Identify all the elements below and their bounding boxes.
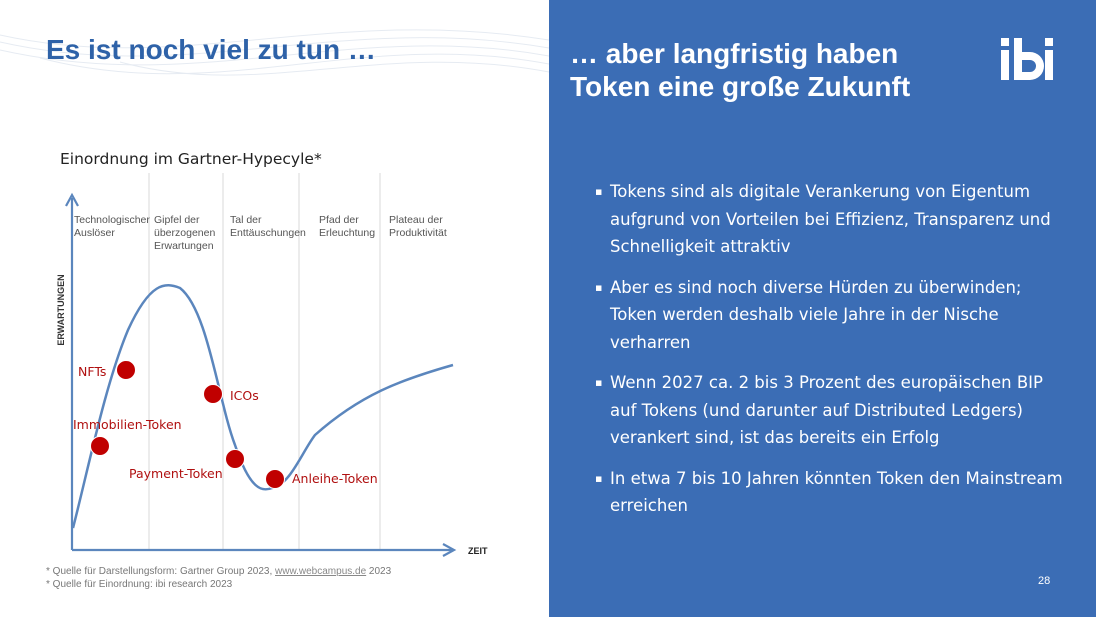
marker-label-anleihe-token: Anleihe-Token (292, 471, 378, 486)
bullet-marker: ▪ (595, 185, 603, 198)
marker-immobilien-token (90, 436, 110, 456)
right-title-line-2: Token eine große Zukunft (570, 71, 911, 102)
bullet-item: ▪ Aber es sind noch diverse Hürden zu übe… (595, 274, 1066, 357)
bullet-marker: ▪ (595, 471, 603, 485)
bullet-item: ▪ In etwa 7 bis 10 Jahren könnten Token d… (595, 465, 1066, 520)
page-number: 28 (1038, 575, 1051, 587)
phase-label: Gipfel der überzogenen Erwartungen (154, 214, 218, 252)
diagram-title: Einordnung im Gartner-Hypecyle* (60, 150, 322, 168)
marker-label-immobilien-token: Immobilien-Token (73, 417, 182, 432)
x-axis-arrow (442, 543, 457, 557)
marker-payment-token (225, 449, 245, 469)
source-line-1-suffix: 2023 (366, 566, 392, 577)
phase-label: Pfad der Erleuchtung (319, 214, 375, 239)
right-title-line-1: … aber langfristig haben (570, 38, 899, 69)
marker-icos (203, 384, 223, 404)
source-link[interactable]: www.webcampus.de (275, 566, 367, 577)
ibi-logo (1001, 38, 1053, 80)
bullet-text: In etwa 7 bis 10 Jahren könnten Token de… (610, 468, 1063, 516)
phase-label: Technologischer Auslöser (74, 214, 153, 239)
hype-cycle-diagram: ERWARTUNGEN ZEIT Technologischer Auslöse… (56, 173, 488, 557)
right-title: … aber langfristig haben Token eine groß… (570, 37, 910, 103)
source-line-2: * Quelle für Einordnung: ibi research 20… (46, 579, 233, 590)
bullet-item: ▪ Wenn 2027 ca. 2 bis 3 Prozent des europ… (595, 369, 1066, 452)
marker-anleihe-token (265, 469, 285, 489)
axes (65, 192, 457, 557)
marker-label-nfts: NFTs (78, 364, 106, 379)
bullet-text: Aber es sind noch diverse Hürden zu über… (610, 277, 1022, 352)
bullet-text: Tokens sind als digitale Verankerung von… (610, 182, 1051, 256)
left-title: Es ist noch viel zu tun … (46, 34, 376, 65)
source-line-1-prefix: * Quelle für Darstellungsform: Gartner G… (46, 566, 273, 577)
bullet-marker: ▪ (595, 376, 603, 389)
right-panel (549, 0, 1096, 617)
marker-label-icos: ICOs (230, 388, 259, 403)
source-line-1: * Quelle für Darstellungsform: Gartner G… (46, 566, 391, 577)
phase-label: Plateau der Produktivität (389, 214, 447, 239)
bullet-item: ▪ Tokens sind als digitale Verankerung vo… (595, 178, 1066, 261)
marker-label-payment-token: Payment-Token (129, 466, 223, 481)
y-axis-arrow (65, 192, 79, 207)
phase-dividers (148, 173, 381, 550)
bullet-text: Wenn 2027 ca. 2 bis 3 Prozent des europä… (610, 373, 1043, 447)
bullet-marker: ▪ (595, 280, 603, 294)
y-axis-label: ERWARTUNGEN (56, 274, 66, 345)
marker-nfts (116, 360, 136, 380)
bullet-list: ▪ Tokens sind als digitale Verankerung vo… (595, 178, 1066, 533)
phase-label: Tal der Enttäuschungen (230, 214, 306, 239)
x-axis-label: ZEIT (468, 546, 488, 556)
hype-curve (71, 284, 454, 529)
